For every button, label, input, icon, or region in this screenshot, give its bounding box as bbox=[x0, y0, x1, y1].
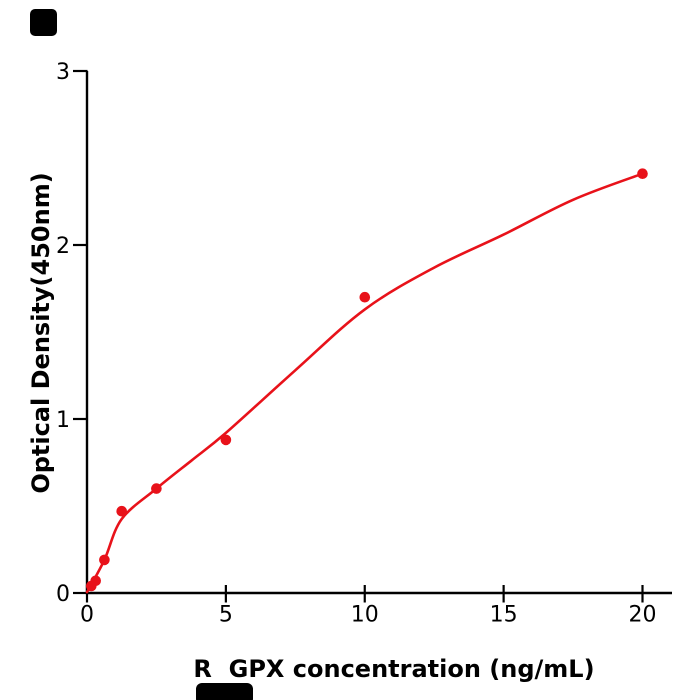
x-tick-label: 10 bbox=[351, 603, 379, 628]
fit-curve bbox=[85, 172, 644, 594]
y-axis-label: Optical Density(450nm) bbox=[27, 172, 55, 493]
x-axis-label: R GPX concentration (ng/mL) bbox=[193, 655, 594, 683]
watermark-box-bottom bbox=[196, 683, 253, 700]
axes bbox=[85, 71, 672, 595]
data-point bbox=[637, 168, 648, 179]
x-tick-label: 20 bbox=[629, 603, 657, 628]
x-tick-label: 5 bbox=[219, 603, 233, 628]
data-point bbox=[90, 575, 101, 587]
y-tick-label: 0 bbox=[56, 582, 70, 607]
data-point bbox=[359, 291, 371, 303]
data-point bbox=[99, 554, 110, 566]
data-point bbox=[151, 483, 162, 494]
y-tick-label: 3 bbox=[56, 60, 70, 85]
data-points bbox=[86, 168, 648, 592]
y-axis-ticks: 0 1 2 3 bbox=[56, 60, 88, 607]
y-tick-label: 2 bbox=[56, 234, 70, 259]
watermark-box-top-left bbox=[30, 9, 57, 36]
x-tick-label: 15 bbox=[490, 603, 518, 628]
y-tick-label: 1 bbox=[56, 408, 70, 433]
data-point bbox=[220, 434, 232, 446]
data-point bbox=[116, 505, 127, 517]
x-axis-ticks: 0 5 10 15 20 bbox=[80, 585, 657, 628]
x-tick-label: 0 bbox=[80, 603, 94, 628]
